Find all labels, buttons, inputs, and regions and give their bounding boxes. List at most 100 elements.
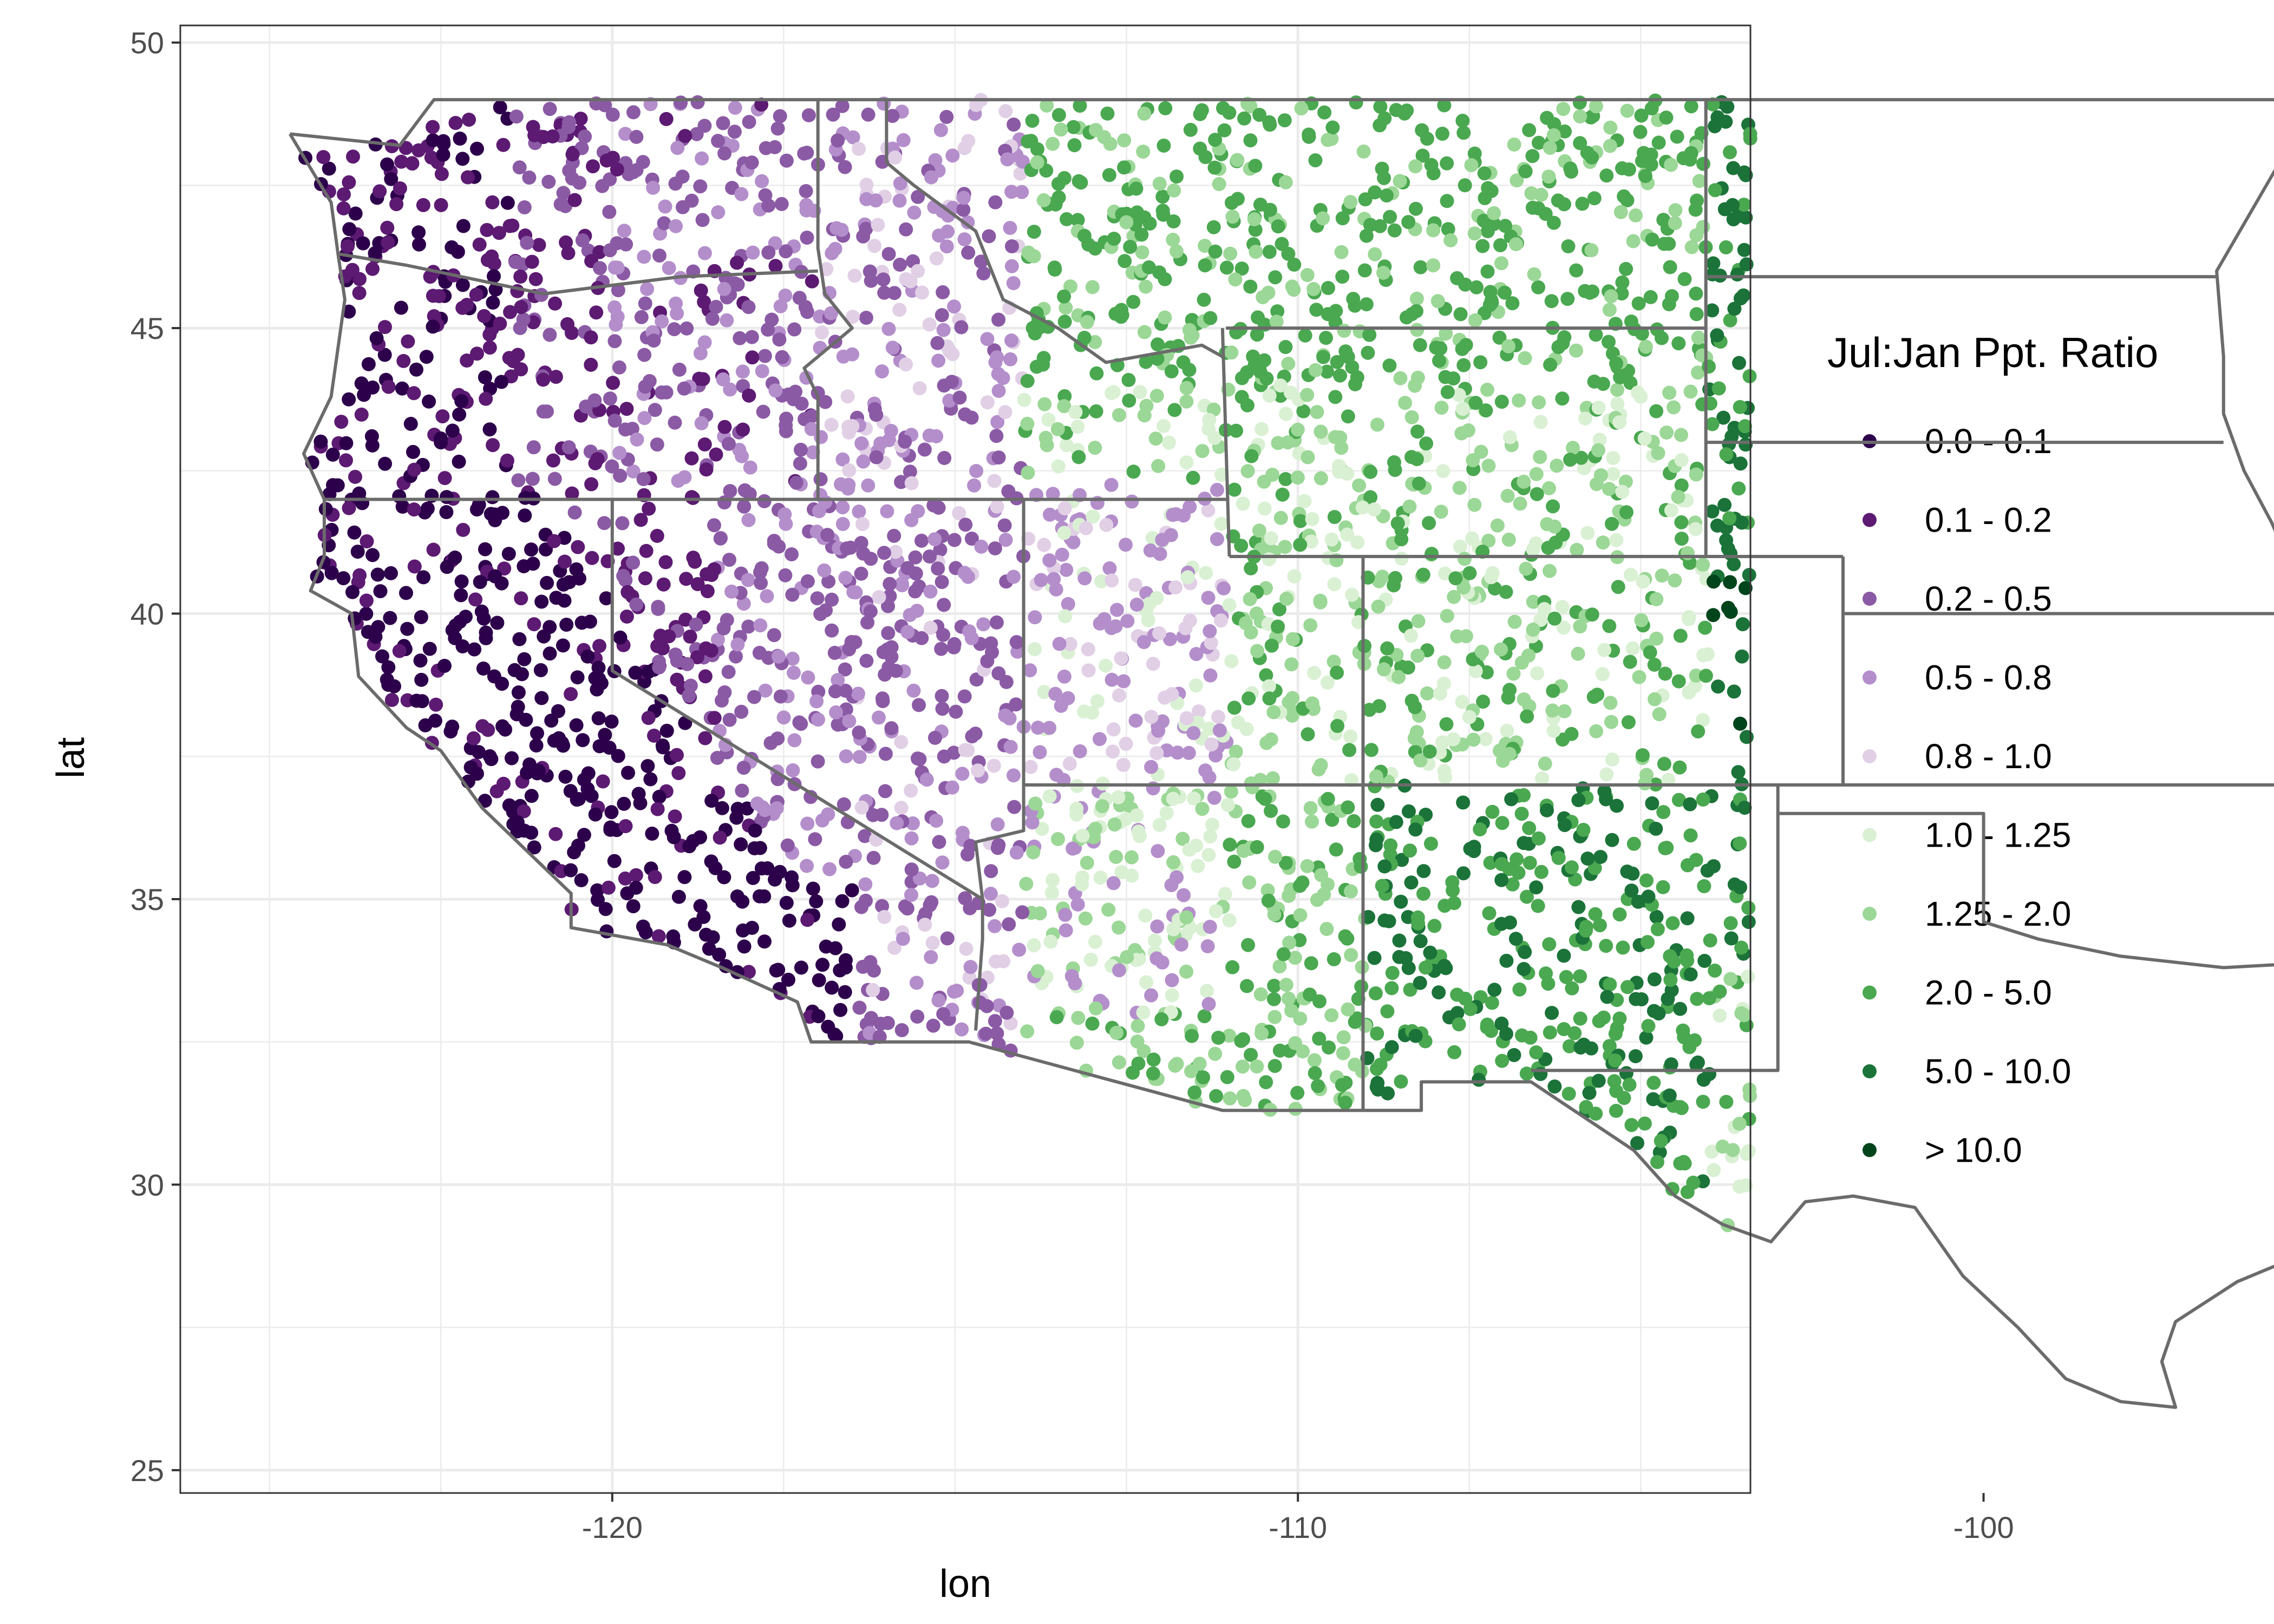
station-point	[684, 451, 699, 466]
station-point	[1144, 710, 1159, 724]
station-point	[1240, 979, 1254, 993]
station-point	[1629, 992, 1643, 1006]
station-point	[556, 738, 571, 753]
station-point	[1593, 850, 1608, 864]
station-point	[933, 542, 948, 557]
station-point	[1303, 801, 1318, 815]
station-point	[1179, 394, 1194, 409]
station-point	[863, 604, 878, 619]
station-point	[956, 202, 971, 217]
station-point	[1163, 632, 1177, 646]
station-point	[1525, 149, 1540, 163]
station-point	[909, 975, 924, 990]
station-point	[505, 218, 520, 233]
station-point	[1324, 532, 1339, 547]
station-point	[515, 667, 529, 682]
station-point	[888, 545, 903, 559]
station-point	[794, 960, 808, 975]
station-point	[1015, 905, 1030, 920]
station-point	[1620, 103, 1635, 118]
station-point	[716, 372, 730, 387]
station-point	[1057, 315, 1072, 329]
station-point	[1606, 467, 1620, 481]
station-point	[529, 738, 544, 753]
station-point	[885, 340, 900, 355]
station-point	[427, 309, 441, 324]
station-point	[1112, 408, 1126, 422]
station-point	[797, 146, 812, 161]
station-point	[1271, 619, 1285, 634]
station-point	[646, 180, 661, 195]
station-point	[512, 160, 527, 175]
station-point	[1169, 169, 1184, 184]
station-point	[1209, 904, 1223, 919]
station-point	[1131, 1019, 1145, 1033]
station-point	[1373, 118, 1387, 133]
station-point	[1272, 959, 1287, 974]
station-point	[341, 239, 355, 253]
station-point	[1104, 477, 1119, 492]
station-point	[662, 629, 676, 644]
station-point	[547, 534, 561, 548]
station-point	[1426, 166, 1441, 181]
state-boundary-wa-or	[337, 252, 818, 296]
station-point	[1217, 581, 1231, 595]
station-point	[881, 626, 896, 640]
station-point	[1408, 822, 1423, 837]
station-point	[1696, 648, 1710, 663]
station-point	[709, 299, 723, 314]
station-point	[1090, 694, 1105, 709]
station-point	[779, 895, 794, 910]
station-point	[531, 763, 546, 778]
station-point	[873, 1017, 888, 1031]
station-point	[1107, 817, 1122, 832]
station-point	[1485, 996, 1499, 1010]
station-point	[1321, 307, 1335, 322]
station-point	[528, 272, 543, 286]
station-point	[671, 474, 685, 488]
station-point	[1683, 967, 1698, 981]
station-point	[741, 619, 756, 634]
station-point	[618, 422, 632, 437]
station-point	[1166, 232, 1180, 247]
station-point	[1279, 592, 1293, 606]
station-point	[584, 477, 599, 492]
station-point	[1106, 876, 1121, 890]
station-point	[1723, 916, 1738, 931]
station-point	[1573, 1011, 1587, 1026]
station-point	[1481, 459, 1496, 473]
station-point	[361, 357, 376, 371]
station-point	[746, 245, 760, 260]
station-point	[502, 351, 517, 365]
station-point	[629, 129, 644, 144]
station-point	[861, 478, 875, 493]
station-point	[620, 886, 635, 901]
station-point	[610, 260, 625, 275]
station-point	[1278, 540, 1292, 554]
station-point	[1241, 814, 1256, 828]
station-point	[1708, 964, 1722, 978]
station-point	[1078, 911, 1093, 926]
station-point	[546, 453, 560, 468]
station-point	[603, 391, 617, 406]
station-point	[884, 424, 898, 438]
station-point	[1134, 227, 1149, 242]
station-point	[1263, 117, 1277, 132]
station-point	[642, 501, 656, 516]
station-point	[1466, 453, 1480, 468]
station-point	[1507, 614, 1522, 629]
station-point	[657, 216, 671, 231]
station-point	[1156, 419, 1171, 433]
station-point	[498, 722, 513, 737]
station-point	[671, 889, 686, 904]
station-point	[1723, 605, 1738, 619]
station-point	[1211, 710, 1226, 724]
station-point	[1689, 228, 1704, 243]
station-point	[1119, 215, 1134, 230]
station-point	[1057, 669, 1071, 684]
station-point	[871, 218, 885, 232]
station-point	[652, 660, 666, 675]
station-point	[1066, 120, 1081, 134]
station-point	[1270, 304, 1285, 319]
station-point	[1094, 574, 1109, 588]
